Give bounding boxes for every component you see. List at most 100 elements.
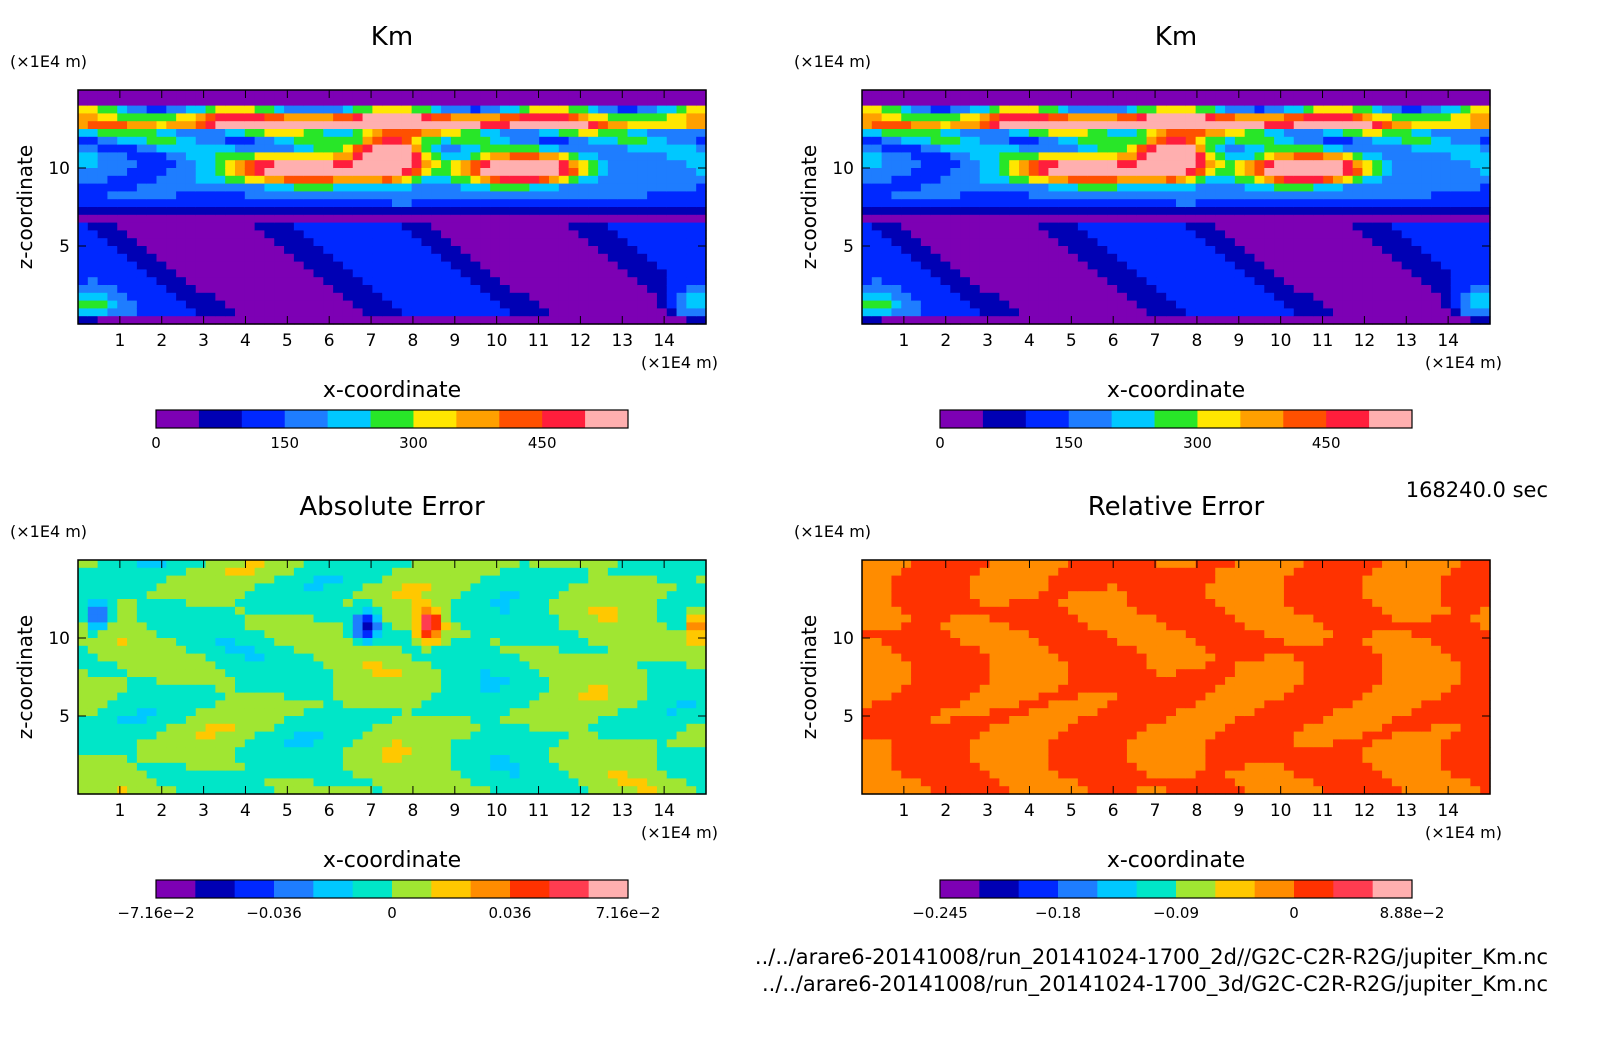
heatmap-cell [117, 700, 128, 709]
heatmap-cell [940, 253, 951, 263]
heatmap-cell [156, 199, 167, 208]
heatmap-cell [1470, 97, 1481, 107]
heatmap-cell [78, 747, 89, 756]
heatmap-cell [185, 183, 197, 192]
heatmap-cell [871, 199, 883, 208]
heatmap-cell [881, 199, 893, 208]
heatmap-cell [607, 285, 619, 294]
heatmap-cell [1333, 168, 1344, 177]
heatmap-cell [1009, 191, 1020, 200]
heatmap-cell [127, 292, 138, 302]
heatmap-cell [696, 121, 707, 130]
heatmap-cell [950, 246, 961, 255]
heatmap-cell [529, 292, 540, 302]
heatmap-cell [1215, 136, 1226, 146]
heatmap-cell [1303, 285, 1314, 294]
heatmap-cell [1264, 144, 1275, 153]
heatmap-cell [146, 292, 158, 302]
heatmap-cell [1107, 207, 1118, 216]
heatmap-cell [244, 97, 256, 107]
heatmap-cell [1077, 90, 1089, 99]
heatmap-cell [676, 136, 687, 146]
heatmap-cell [696, 152, 707, 161]
heatmap-cell [666, 261, 678, 270]
heatmap-cell [1362, 261, 1373, 270]
heatmap-cell [1460, 292, 1471, 302]
heatmap-cell [1058, 152, 1069, 161]
heatmap-cell [676, 230, 687, 239]
heatmap-cell [1009, 105, 1020, 114]
heatmap-cell [1068, 238, 1079, 247]
heatmap-cell [1323, 152, 1334, 161]
heatmap-cell [1460, 183, 1471, 192]
heatmap-cell [185, 90, 197, 99]
heatmap-cell [205, 755, 216, 764]
heatmap-cell [136, 692, 148, 701]
heatmap-cell [1323, 113, 1334, 122]
heatmap-cell [598, 144, 609, 153]
heatmap-cell [313, 261, 324, 270]
heatmap-cell [1244, 168, 1256, 177]
heatmap-cell [460, 105, 472, 114]
heatmap-cell [1372, 152, 1383, 161]
heatmap-cell [901, 183, 912, 192]
heatmap-cell [127, 269, 138, 278]
heatmap-cell [979, 152, 991, 161]
heatmap-cell [1195, 207, 1207, 216]
heatmap-cell [78, 638, 89, 647]
heatmap-cell [284, 90, 295, 99]
heatmap-cell [1421, 183, 1432, 192]
colorbar-swatch [1154, 410, 1198, 428]
heatmap-cell [235, 199, 246, 208]
heatmap-cell [1333, 308, 1344, 317]
heatmap-cell [558, 105, 570, 114]
heatmap-cell [1205, 316, 1216, 325]
heatmap-cell [1156, 222, 1167, 231]
heatmap-cell [441, 113, 452, 122]
heatmap-cell [1058, 261, 1069, 270]
heatmap-cell [881, 246, 893, 255]
heatmap-cell [235, 90, 246, 99]
x-axis-unit: (×1E4 m) [641, 353, 718, 372]
heatmap-cell [1058, 214, 1069, 224]
heatmap-cell [881, 144, 893, 153]
heatmap-cell [205, 684, 216, 694]
heatmap-cell [303, 669, 315, 678]
heatmap-cell [1225, 253, 1236, 263]
heatmap-cell [911, 199, 922, 208]
heatmap-cell [891, 214, 902, 224]
heatmap-cell [1117, 230, 1128, 239]
heatmap-cell [392, 723, 403, 733]
heatmap-cell [499, 246, 511, 255]
heatmap-cell [362, 739, 373, 748]
x-tick-label: 2 [940, 331, 951, 351]
heatmap-cell [362, 731, 373, 740]
heatmap-cell [274, 246, 285, 255]
heatmap-cell [1058, 113, 1069, 122]
heatmap-cell [333, 567, 344, 577]
heatmap-cell [1342, 285, 1354, 294]
heatmap-cell [352, 739, 364, 748]
heatmap-cell [205, 653, 216, 662]
heatmap-cell [989, 253, 1000, 263]
heatmap-cell [1391, 316, 1403, 325]
heatmap-cell [1431, 238, 1442, 247]
heatmap-cell [333, 199, 344, 208]
heatmap-cell [460, 168, 472, 177]
heatmap-cell [284, 599, 295, 608]
heatmap-cell [274, 113, 285, 122]
heatmap-cell [352, 716, 364, 725]
heatmap-cell [627, 214, 638, 224]
heatmap-cell [205, 316, 216, 325]
heatmap-cell [136, 222, 148, 231]
heatmap-cell [480, 246, 491, 255]
heatmap-cell [392, 316, 403, 325]
heatmap-cell [401, 183, 413, 192]
heatmap-cell [372, 645, 383, 655]
heatmap-cell [1264, 214, 1275, 224]
heatmap-cell [303, 692, 315, 701]
heatmap-cell [539, 136, 550, 146]
heatmap-cell [205, 160, 216, 169]
heatmap-cell [656, 90, 668, 99]
heatmap-cell [146, 786, 158, 795]
